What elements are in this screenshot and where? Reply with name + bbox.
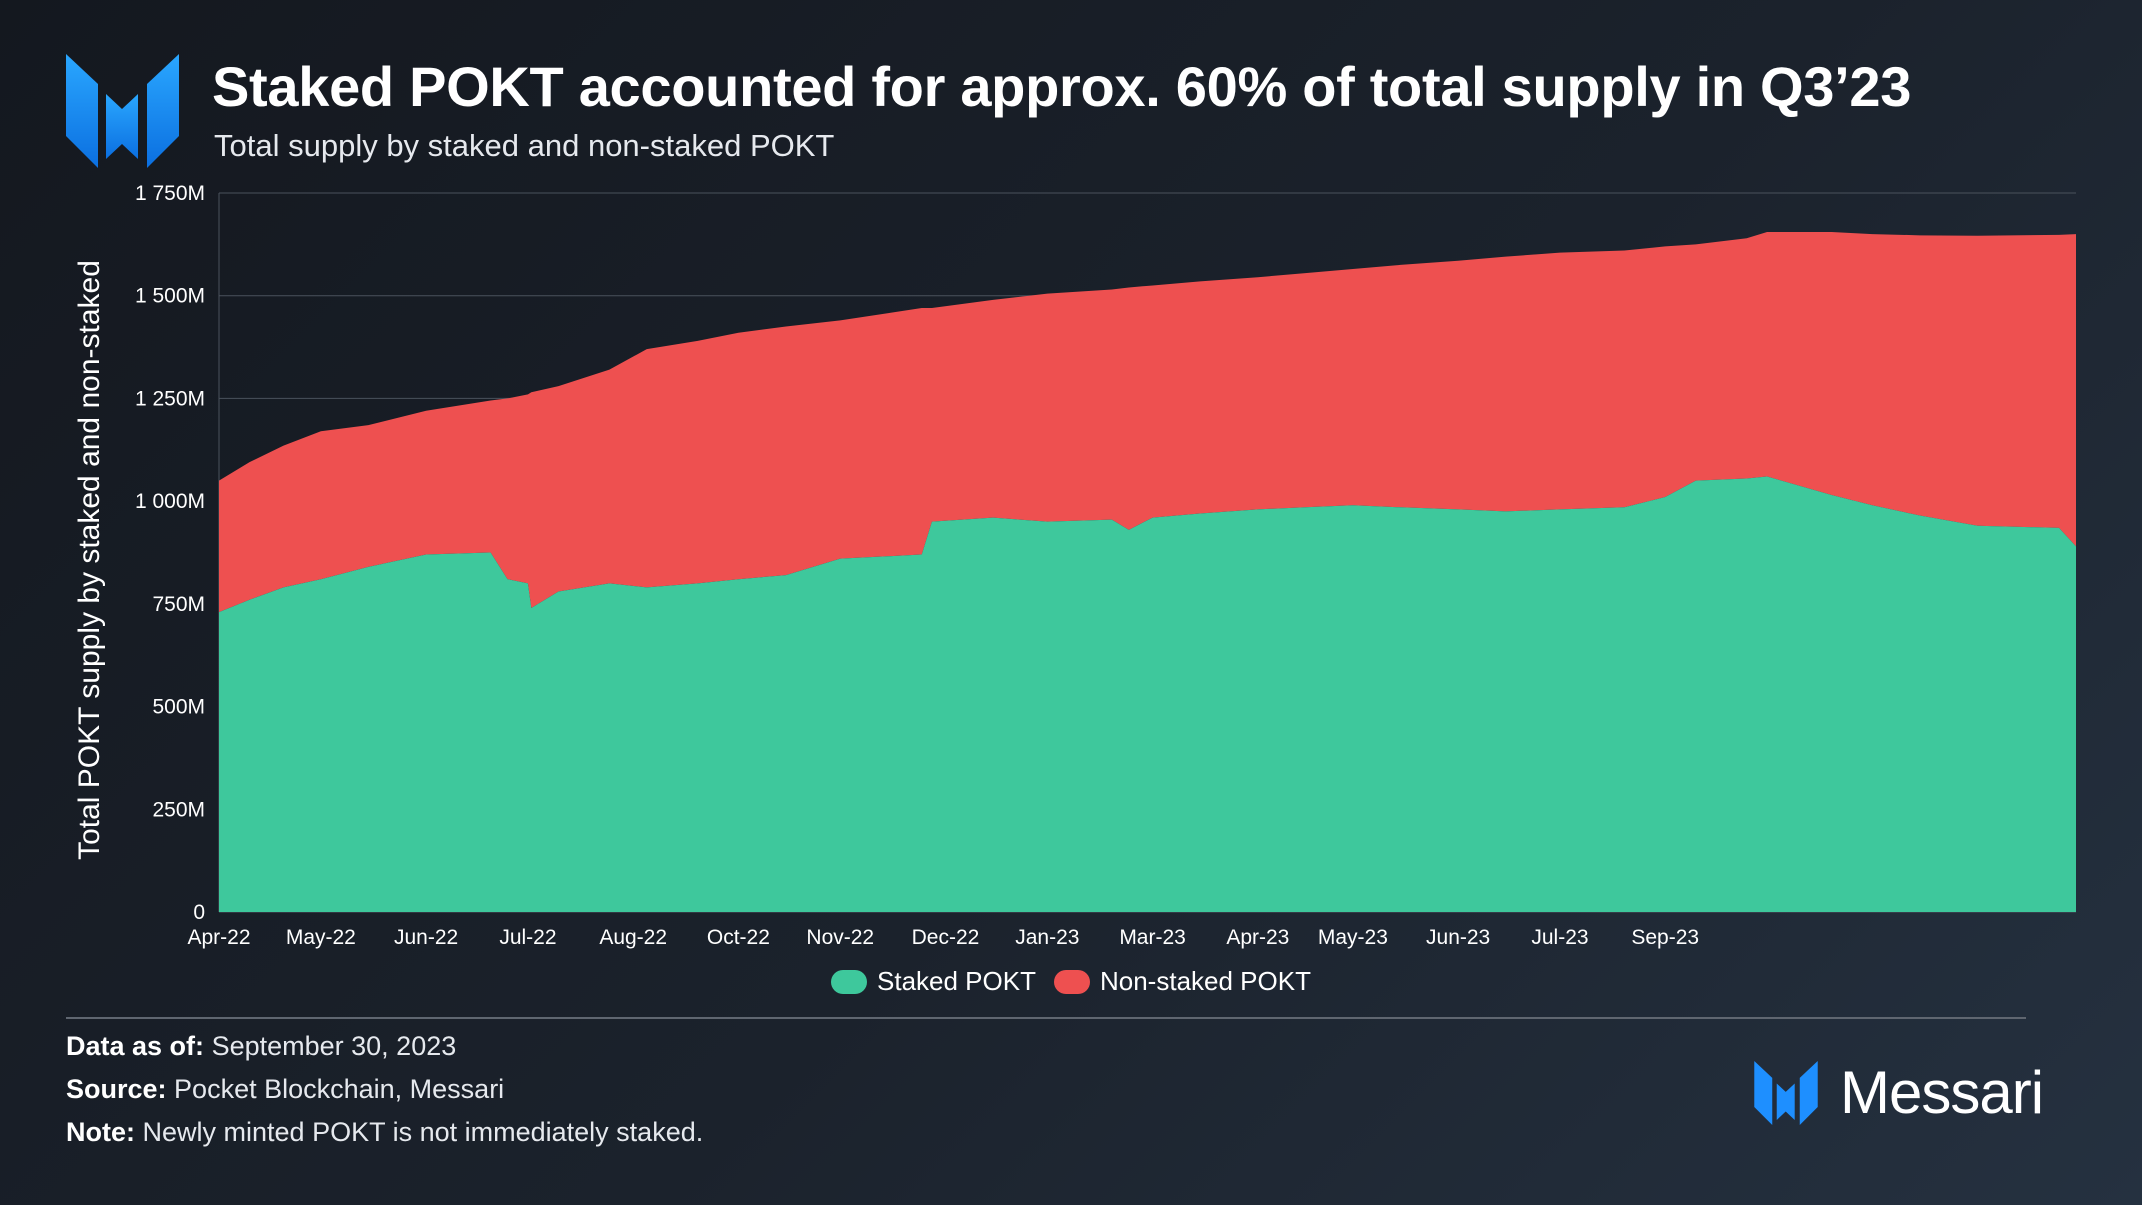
legend-swatch-staked — [831, 969, 868, 994]
x-tick-label: Jun-22 — [394, 926, 458, 949]
x-tick-label: Jan-23 — [1015, 926, 1079, 949]
note-label: Note: — [66, 1117, 135, 1147]
messari-logo-icon — [66, 54, 179, 168]
brand-name: Messari — [1840, 1059, 2044, 1126]
x-tick-label: Jul-23 — [1531, 926, 1588, 949]
x-tick-label: May-22 — [286, 926, 356, 949]
series-area-staked — [219, 476, 2076, 912]
y-tick-label: 1 250M — [135, 387, 205, 410]
y-tick-label: 0 — [193, 901, 205, 924]
y-tick-label: 250M — [152, 798, 205, 821]
x-tick-label: May-23 — [1318, 926, 1388, 949]
legend-label-non-staked: Non-staked POKT — [1099, 966, 1311, 996]
y-tick-label: 750M — [152, 593, 205, 616]
source-value: Pocket Blockchain, Messari — [174, 1074, 505, 1104]
x-tick-label: Apr-22 — [187, 926, 250, 949]
legend-item-non-staked[interactable]: Non-staked POKT — [1053, 966, 1311, 997]
note-value: Newly minted POKT is not immediately sta… — [142, 1117, 704, 1147]
data-as-of: Data as of: September 30, 2023 — [66, 1031, 456, 1062]
footer-divider — [66, 1017, 2026, 1019]
legend: Staked POKT Non-staked POKT — [0, 966, 2142, 997]
x-tick-label: Aug-22 — [599, 926, 667, 949]
brand: Messari — [1754, 1058, 2044, 1127]
y-tick-label: 1 000M — [135, 490, 205, 513]
series-area-non-staked — [219, 232, 2076, 613]
source: Source: Pocket Blockchain, Messari — [66, 1074, 504, 1105]
y-tick-label: 1 500M — [135, 285, 205, 308]
legend-swatch-non-staked — [1053, 969, 1090, 994]
x-tick-label: Oct-22 — [707, 926, 770, 949]
messari-logo-icon — [1754, 1060, 1818, 1125]
chart-title: Staked POKT accounted for approx. 60% of… — [212, 55, 1912, 118]
data-as-of-value: September 30, 2023 — [211, 1031, 457, 1061]
y-tick-label: 1 750M — [135, 182, 205, 205]
chart-subtitle: Total supply by staked and non-staked PO… — [214, 128, 835, 163]
x-tick-label: Apr-23 — [1226, 926, 1289, 949]
legend-item-staked[interactable]: Staked POKT — [831, 966, 1036, 997]
source-label: Source: — [66, 1074, 167, 1104]
note: Note: Newly minted POKT is not immediate… — [66, 1117, 703, 1148]
legend-label-staked: Staked POKT — [877, 966, 1036, 996]
x-tick-label: Dec-22 — [912, 926, 980, 949]
x-tick-label: Jul-22 — [499, 926, 556, 949]
x-tick-label: Nov-22 — [806, 926, 874, 949]
x-tick-label: Mar-23 — [1119, 926, 1186, 949]
y-tick-label: 500M — [152, 696, 205, 719]
data-as-of-label: Data as of: — [66, 1031, 205, 1061]
x-tick-label: Sep-23 — [1631, 926, 1699, 949]
area-chart: 0 250M 500M 750M 1 000M 1 250M 1 500M 1 750M Apr… — [135, 182, 2076, 949]
x-tick-label: Jun-23 — [1426, 926, 1490, 949]
